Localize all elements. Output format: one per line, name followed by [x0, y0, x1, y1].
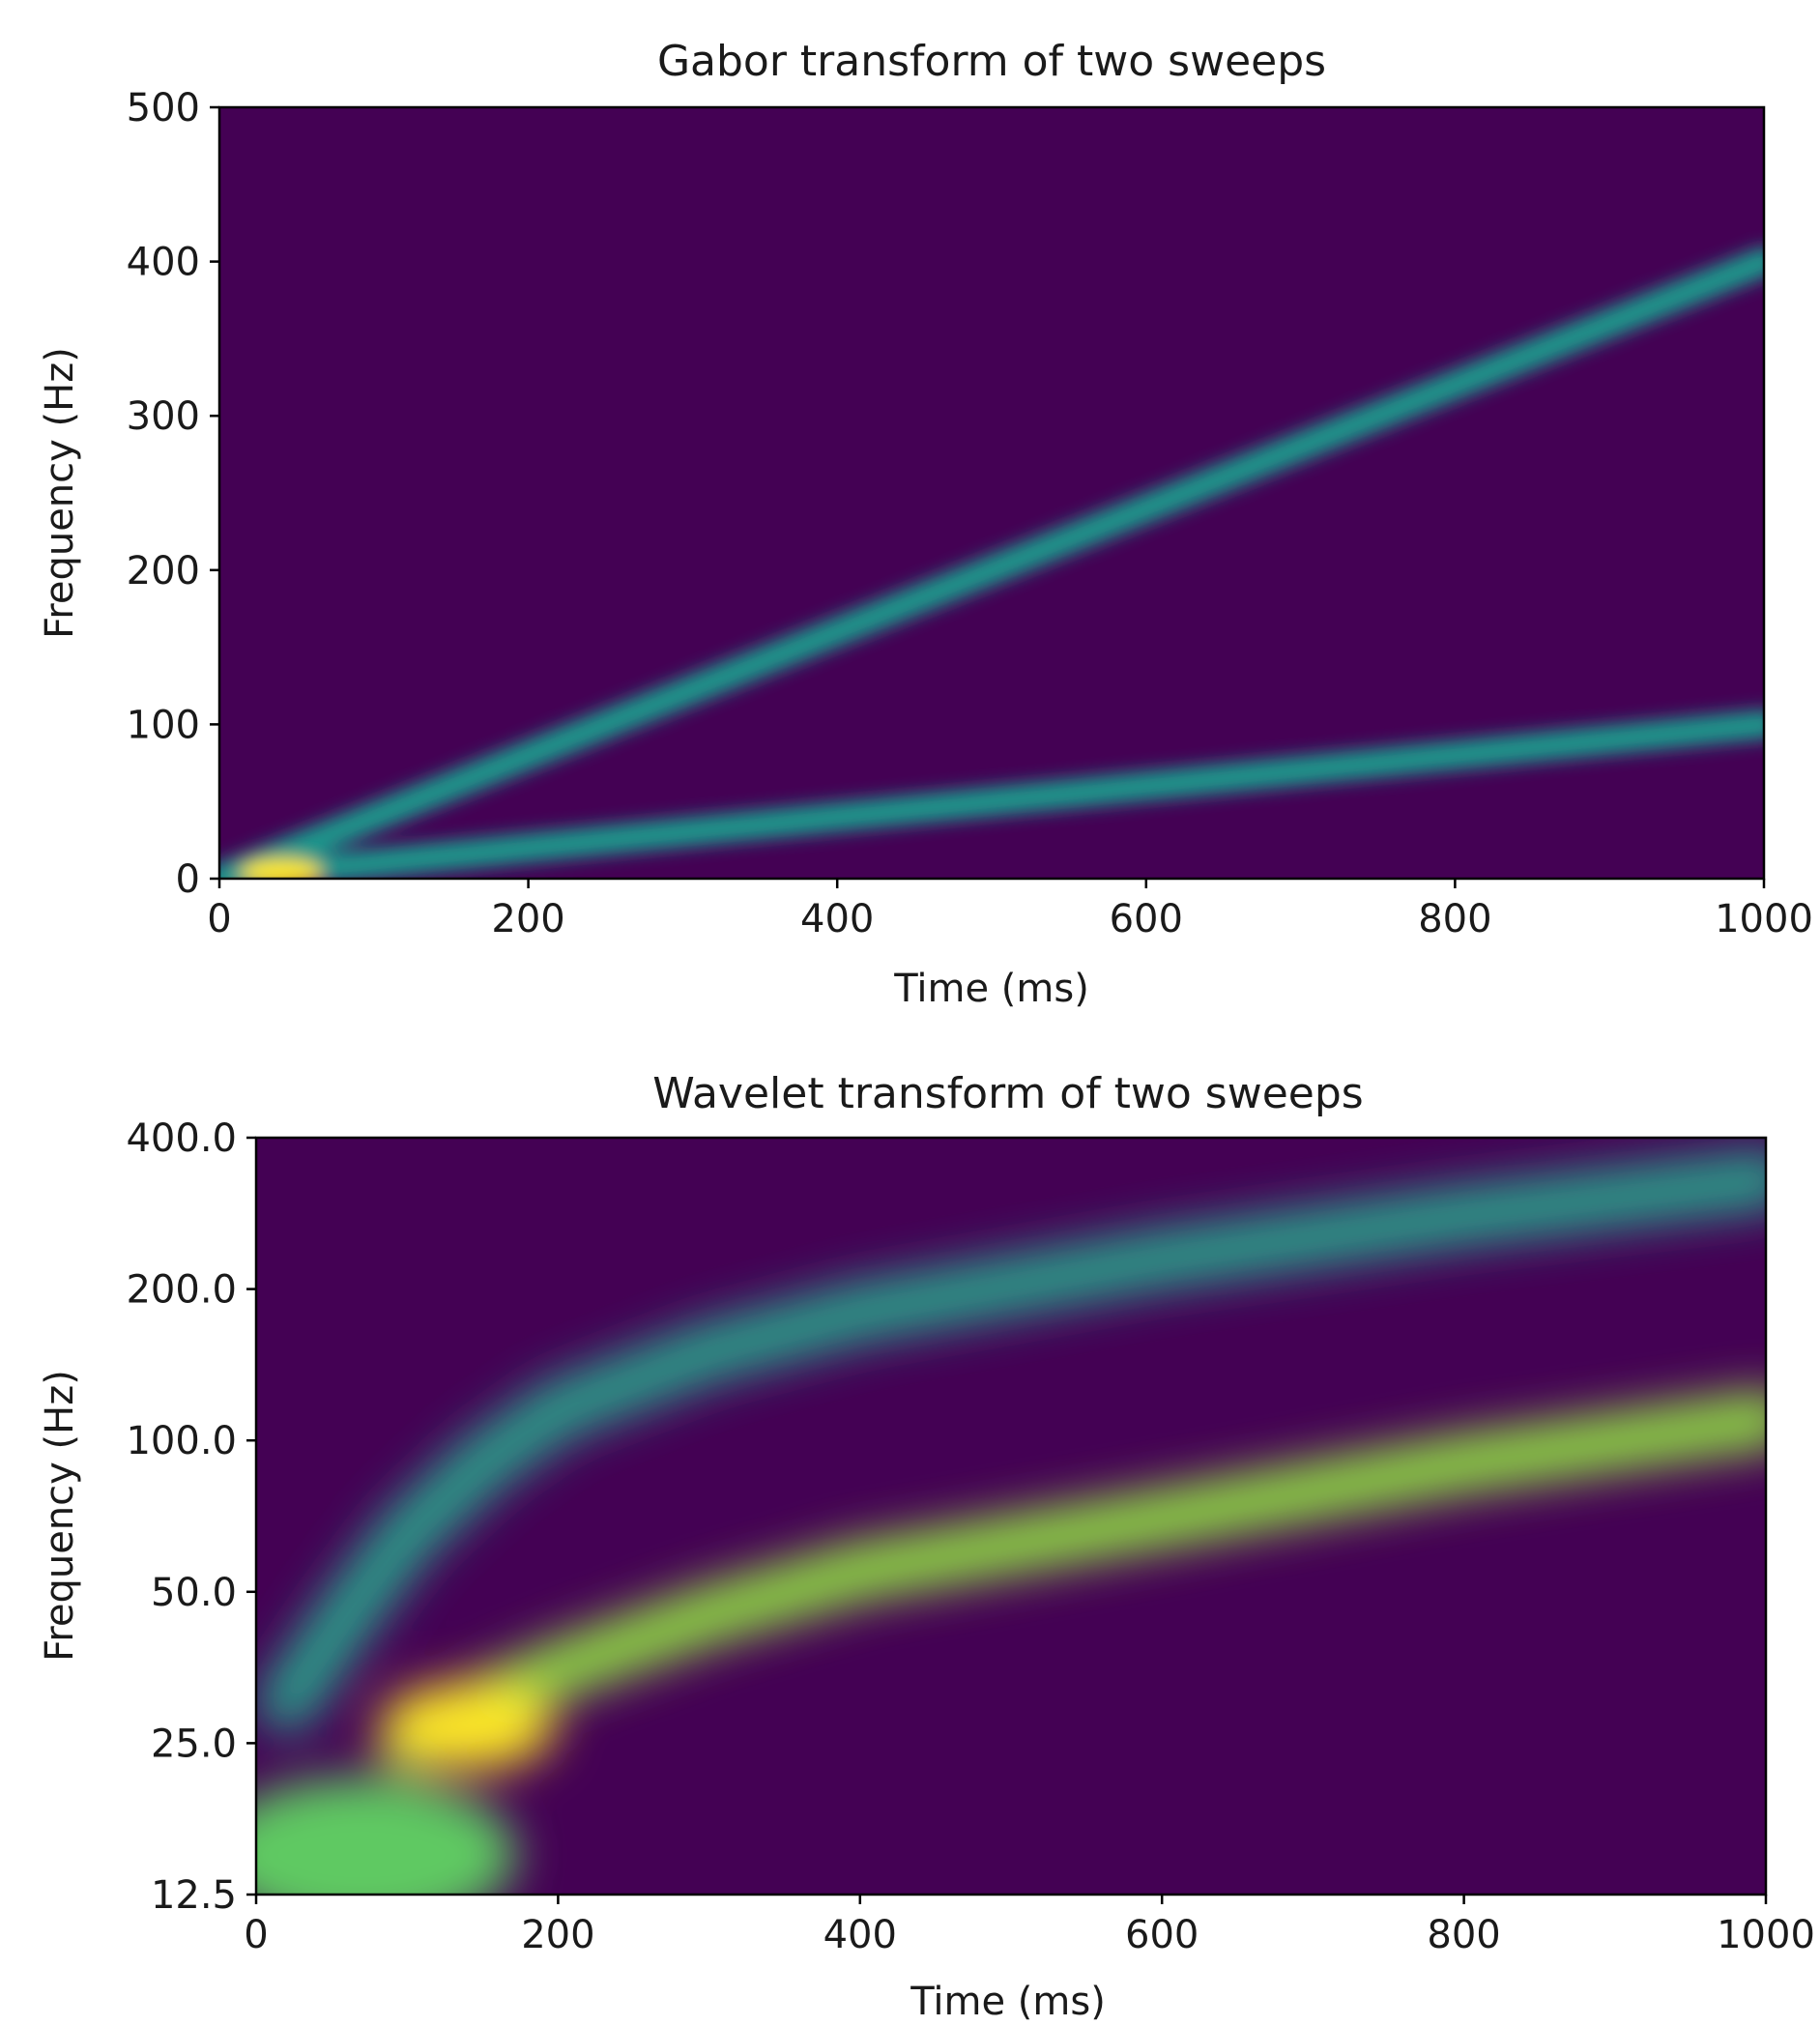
x-tick-label: 1000: [1715, 897, 1813, 941]
chart-gabor: Gabor transform of two sweeps 0 200 400 600…: [38, 37, 1813, 1011]
y-tick-label: 200: [127, 549, 200, 593]
y-tick-label: 400.0: [126, 1116, 237, 1161]
y-tick-label: 50.0: [151, 1571, 237, 1615]
y-tick-label: 100: [127, 703, 200, 747]
y-tick-label: 0: [176, 857, 200, 902]
y-tick-label: 500: [127, 86, 200, 130]
y-tick-label: 100.0: [126, 1419, 237, 1463]
y-tick-label: 25.0: [151, 1722, 237, 1766]
energy-hotspot: [240, 858, 322, 879]
series-ridge-1: [219, 246, 1764, 879]
x-tick-label: 200: [521, 1913, 594, 1957]
x-tick-label: 800: [1427, 1913, 1500, 1957]
x-tick-label: 200: [491, 897, 564, 941]
energy-hotspot: [380, 1683, 555, 1771]
x-tick-label: 400: [800, 897, 874, 941]
y-axis-label: Frequency (Hz): [38, 1370, 82, 1662]
x-tick-label: 0: [207, 897, 231, 941]
y-axis-label: Frequency (Hz): [38, 347, 82, 639]
y-tick-label: 12.5: [151, 1873, 237, 1918]
y-tick-label: 200.0: [126, 1268, 237, 1313]
chart-wavelet: Wavelet transform of two sweeps 0 200 400 6…: [38, 1069, 1815, 2024]
series-ridge-2: [219, 709, 1764, 879]
x-axis-label: Time (ms): [893, 967, 1089, 1011]
x-tick-label: 600: [1110, 897, 1183, 941]
x-tick-label: 800: [1418, 897, 1491, 941]
energy-region: [256, 1777, 517, 1895]
chart-title: Gabor transform of two sweeps: [657, 37, 1326, 86]
x-tick-label: 1000: [1717, 1913, 1815, 1957]
plot-frame: [254, 1136, 1768, 1896]
x-tick-label: 600: [1125, 1913, 1199, 1957]
x-axis-label: Time (ms): [910, 1980, 1106, 2024]
y-tick-label: 300: [127, 394, 200, 439]
plot-frame: [217, 105, 1766, 881]
plot-background: [219, 107, 1764, 879]
y-tick-label: 400: [127, 241, 200, 285]
x-tick-label: 400: [823, 1913, 897, 1957]
series-ridge-1: [257, 1150, 1766, 1733]
chart-title: Wavelet transform of two sweeps: [652, 1069, 1363, 1118]
x-tick-label: 0: [244, 1913, 268, 1957]
